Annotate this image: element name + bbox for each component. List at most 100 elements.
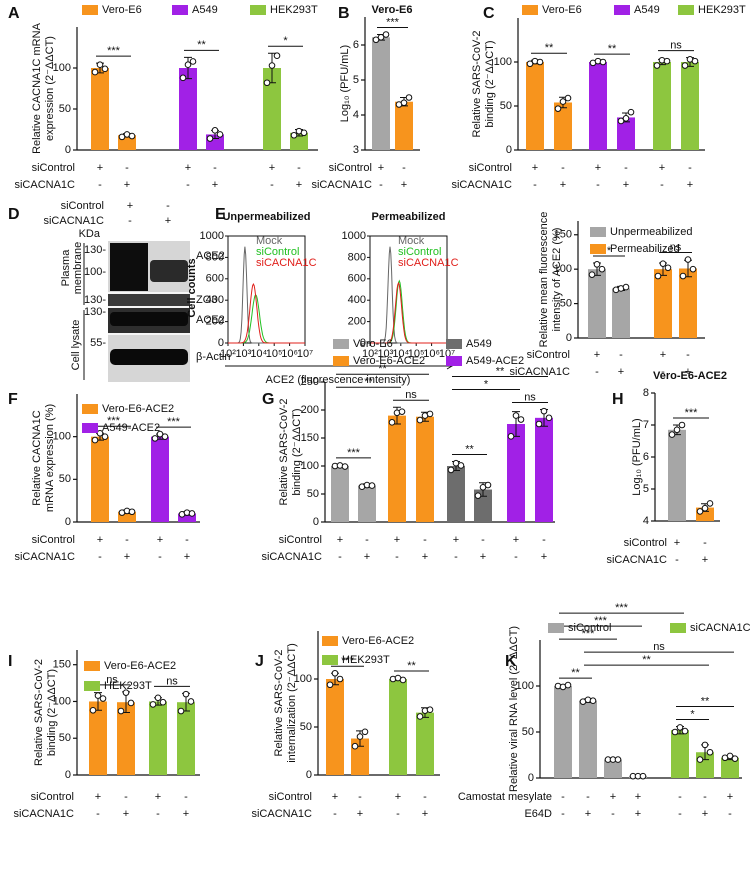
y-tick-label: 150	[53, 659, 71, 671]
row-sign: +	[394, 534, 400, 546]
row-sign: +	[378, 162, 384, 174]
row-sign: -	[423, 534, 427, 546]
data-point	[159, 698, 167, 706]
data-point	[706, 748, 714, 756]
data-point	[154, 694, 162, 702]
data-point	[564, 94, 572, 102]
legend-swatch	[548, 623, 564, 633]
bar	[617, 117, 635, 150]
row-sign: +	[513, 534, 519, 546]
significance-label: ***	[107, 45, 121, 57]
row-sign: +	[660, 349, 666, 361]
legend-swatch	[522, 5, 538, 15]
legend-swatch	[614, 5, 630, 15]
bar	[668, 429, 686, 521]
row-sign: -	[561, 808, 565, 820]
row-sign: +	[185, 162, 191, 174]
x-tick-label: 10²	[220, 348, 236, 360]
row-label: siControl	[32, 534, 75, 546]
data-point	[545, 414, 553, 422]
x-tick-label: 10⁵	[266, 348, 283, 360]
data-point	[701, 504, 709, 512]
row-sign: +	[395, 791, 401, 803]
bar	[326, 679, 344, 775]
data-point	[128, 132, 136, 140]
legend-label: Vero-E6-ACE2	[102, 403, 174, 415]
significance-label: ns	[670, 241, 682, 253]
significance-label: **	[364, 376, 373, 388]
y-tick-label: 100	[53, 431, 71, 443]
y-axis-label: binding (2⁻ΔΔCT)	[46, 669, 58, 756]
x-tick-label: 10⁷	[297, 348, 313, 360]
band-label: ACE2	[196, 250, 225, 262]
row-sign: -	[660, 179, 664, 191]
legend-swatch	[678, 5, 694, 15]
data-point	[617, 117, 625, 125]
x-tick-label: 10⁵	[408, 348, 425, 360]
panel-label: E	[215, 206, 226, 223]
data-point	[399, 676, 407, 684]
panel-label: D	[8, 206, 20, 223]
legend-label: A549	[634, 4, 660, 16]
row-sign: -	[481, 534, 485, 546]
data-point	[726, 752, 734, 760]
bar	[151, 436, 169, 522]
data-point	[117, 707, 125, 715]
data-point	[91, 68, 99, 76]
row-sign: -	[561, 791, 565, 803]
row-sign: -	[402, 162, 406, 174]
row-sign: +	[364, 551, 370, 563]
y-tick-label: 0	[306, 769, 312, 781]
data-point	[400, 99, 408, 107]
data-point	[96, 61, 104, 69]
significance-label: ns	[653, 641, 665, 653]
plot-title: Permeabilized	[372, 211, 446, 223]
legend-label: Vero-E6	[102, 4, 142, 16]
data-point	[149, 701, 157, 708]
data-point	[696, 756, 704, 763]
bar	[389, 679, 407, 775]
bar	[388, 415, 406, 522]
y-tick-label: 800	[206, 251, 224, 263]
significance-label: ***	[615, 602, 629, 614]
data-point	[689, 265, 697, 273]
data-point	[416, 416, 424, 424]
significance-label: ns	[166, 675, 178, 687]
y-tick-label: 1000	[200, 230, 224, 242]
blot-band	[110, 312, 188, 326]
bar	[721, 757, 739, 778]
row-sign: -	[619, 349, 623, 361]
x-tick-label: 10³	[377, 348, 393, 360]
y-tick-label: 5	[353, 74, 359, 86]
legend-swatch	[84, 681, 100, 691]
data-point	[189, 58, 197, 65]
row-sign: -	[186, 179, 190, 191]
row-sign: +	[659, 162, 665, 174]
row-sign: -	[686, 349, 690, 361]
row-sign: -	[185, 534, 189, 546]
row-sign: -	[533, 179, 537, 191]
data-point	[593, 261, 601, 268]
bar	[89, 701, 107, 775]
y-tick-label: 100	[53, 695, 71, 707]
row-label: siCACNA1C	[606, 554, 667, 566]
legend-swatch	[333, 356, 349, 366]
bar	[177, 702, 195, 775]
y-axis-label: internalization (2⁻ΔΔCT)	[286, 643, 298, 763]
row-sign: -	[514, 551, 518, 563]
y-tick-label: 0	[360, 337, 366, 349]
data-point	[290, 131, 298, 139]
legend-swatch	[250, 5, 266, 15]
row-label: siControl	[61, 200, 104, 212]
row-sign: -	[611, 808, 615, 820]
legend-label: Vero-E6-ACE2	[353, 355, 425, 367]
data-point	[388, 419, 396, 426]
data-point	[273, 52, 281, 60]
panel-label: H	[612, 391, 624, 408]
row-sign: -	[661, 366, 665, 378]
y-axis-label: Cell counts	[186, 258, 198, 317]
data-point	[184, 61, 192, 69]
data-point	[589, 697, 597, 705]
significance-label: **	[465, 443, 474, 455]
row-label: siControl	[279, 534, 322, 546]
